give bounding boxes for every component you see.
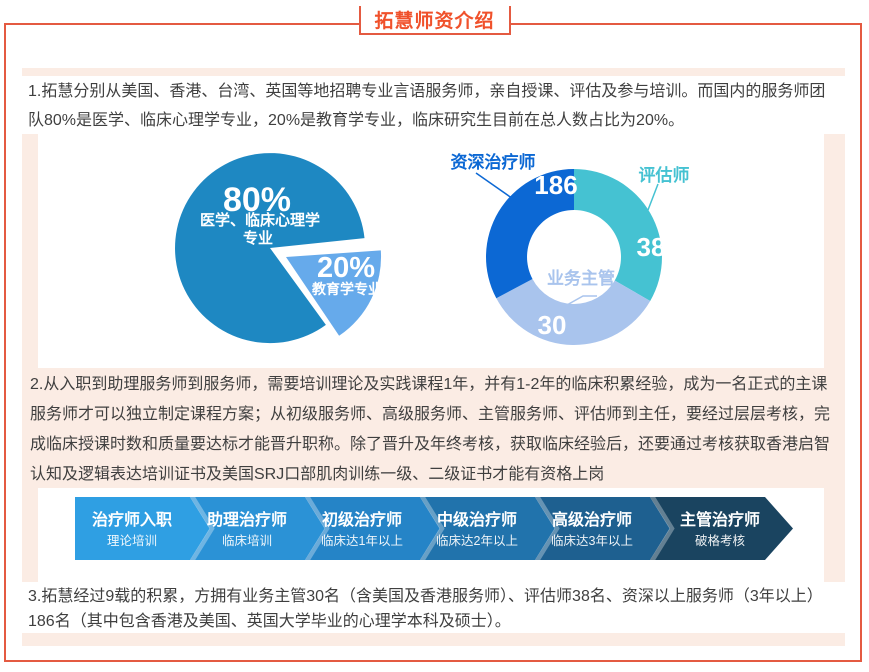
- pie-slice-education: [286, 250, 382, 336]
- paragraph-accumulation: 3.拓慧经过9载的积累，方拥有业务主管30名（含美国及香港服务师）、评估师38名…: [22, 582, 845, 633]
- title-tab: 拓慧师资介绍: [358, 6, 511, 35]
- donut-value-assessors: 38: [637, 232, 666, 262]
- pie-main-label-line2: 专业: [243, 229, 273, 247]
- step-4-title: 中级治疗师: [437, 510, 517, 529]
- step-5-title: 高级治疗师: [552, 510, 632, 529]
- step-3-title: 初级治疗师: [322, 510, 402, 529]
- chevron-step-1: [75, 497, 210, 560]
- chevron-step-6: [650, 497, 793, 560]
- donut-label-assessors: 评估师: [639, 165, 690, 185]
- charts-svg: 80% 医学、临床心理学 专业 20% 教育学专业 资深治疗师 186 评估师 …: [175, 152, 690, 345]
- step-5-subtitle: 临床达3年以上: [551, 534, 633, 548]
- donut-leader-line-assessors: [647, 183, 659, 211]
- paragraph-career-path: 2.从入职到助理服务师到服务师，需要培训理论及实践课程1年，并有1-2年的临床积…: [30, 376, 831, 483]
- donut-label-senior: 资深治疗师: [451, 152, 536, 172]
- page-title: 拓慧师资介绍: [374, 11, 495, 32]
- career-path-chevron-diagram: 治疗师入职 理论培训 助理治疗师 临床培训 初级治疗师 临床达1年以上 中级治疗…: [75, 497, 793, 560]
- step-6-title: 主管治疗师: [680, 510, 760, 529]
- donut-chart-staff-roles: 资深治疗师 186 评估师 38 业务主管 30: [451, 152, 690, 345]
- chevron-seam-4: [535, 497, 560, 560]
- step-1-title: 治疗师入职: [92, 510, 172, 529]
- pie-wedge-label: 教育学专业: [312, 281, 382, 297]
- pie-slice-medical: [175, 153, 365, 344]
- chevron-step-2: [190, 497, 325, 560]
- chevron-seam-5: [650, 497, 675, 560]
- pie-main-percentage: 80%: [223, 181, 291, 219]
- step-6-subtitle: 破格考核: [695, 533, 746, 548]
- donut-label-supervisors: 业务主管: [547, 268, 615, 288]
- donut-slice-supervisors: [496, 279, 651, 345]
- donut-value-supervisors: 30: [538, 310, 567, 340]
- donut-slice-assessors: [574, 169, 662, 301]
- step-2-title: 助理治疗师: [207, 510, 287, 529]
- pie-main-label-line1: 医学、临床心理学: [200, 211, 320, 229]
- step-3-subtitle: 临床达1年以上: [321, 534, 403, 548]
- pie-wedge-percentage: 20%: [317, 252, 375, 284]
- donut-leader-line-senior: [475, 172, 517, 202]
- donut-slice-senior: [486, 169, 574, 299]
- charts-section: 80% 医学、临床心理学 专业 20% 教育学专业 资深治疗师 186 评估师 …: [38, 134, 824, 368]
- chevron-seam-3: [420, 497, 445, 560]
- chevron-step-3: [305, 497, 440, 560]
- chevron-step-4: [420, 497, 555, 560]
- paragraph-recruiting: 1.拓慧分别从美国、香港、台湾、英国等地招聘专业言语服务师，亲自授课、评估及参与…: [22, 76, 845, 134]
- chevron-seam-2: [305, 497, 330, 560]
- step-1-subtitle: 理论培训: [107, 533, 157, 548]
- donut-leader-line-supervisors: [557, 295, 597, 311]
- step-2-subtitle: 临床培训: [222, 533, 272, 548]
- chevron-step-5: [535, 497, 670, 560]
- step-4-subtitle: 临床达2年以上: [436, 534, 518, 548]
- process-diagram-section: 治疗师入职 理论培训 助理治疗师 临床培训 初级治疗师 临床达1年以上 中级治疗…: [38, 488, 824, 582]
- chevron-seam-1: [190, 497, 215, 560]
- pie-chart-staff-majors: 80% 医学、临床心理学 专业 20% 教育学专业: [175, 153, 382, 344]
- donut-value-senior: 186: [534, 170, 577, 200]
